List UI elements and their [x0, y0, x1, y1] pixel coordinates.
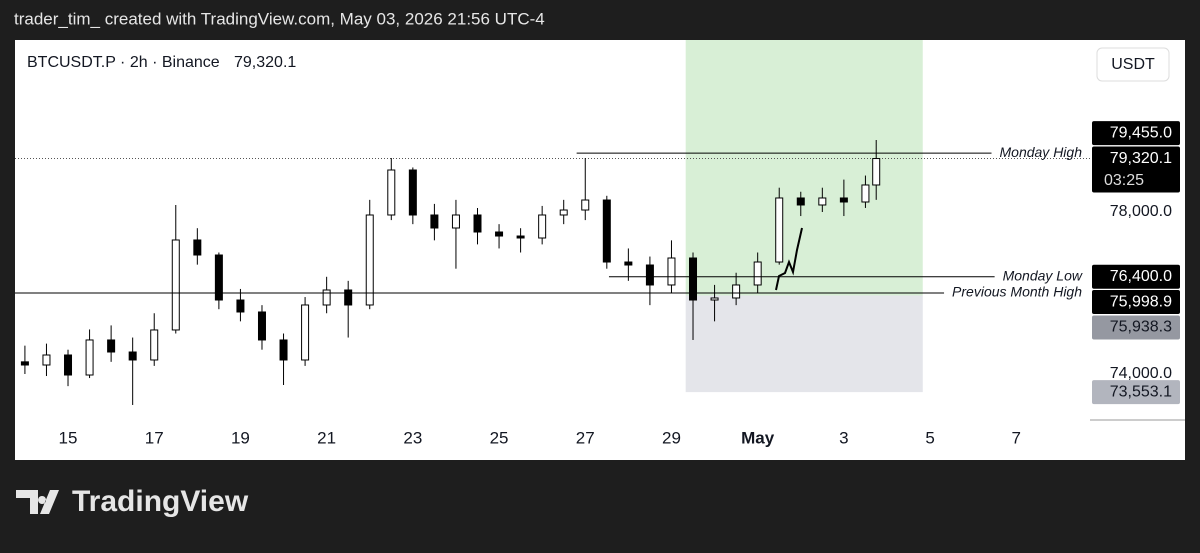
candle-body — [128, 351, 137, 361]
logo-mark — [16, 490, 59, 514]
candle-body — [645, 264, 654, 286]
x-tick-label: 5 — [925, 428, 934, 447]
x-tick-label: 27 — [576, 428, 595, 447]
candle-body — [322, 289, 331, 306]
candle-body — [193, 239, 202, 256]
chart-title: BTCUSDT.P · 2h · Binance — [27, 54, 220, 71]
candle-body — [430, 214, 439, 229]
candle-body — [839, 197, 848, 203]
candle-body — [214, 254, 223, 301]
brand-text: TradingView — [72, 485, 249, 518]
candle-body — [279, 339, 288, 361]
level-price-tag-box — [1092, 264, 1180, 289]
candle-body — [473, 214, 482, 233]
candle-body — [624, 261, 633, 266]
x-tick-label: 17 — [145, 428, 164, 447]
level-name: Monday High — [1000, 144, 1083, 160]
position-stop-zone — [685, 295, 923, 393]
level-price-tag: 76,400.0 — [1110, 268, 1172, 285]
candle-body — [581, 199, 590, 211]
candle-body — [301, 304, 310, 361]
x-tick-label: 25 — [490, 428, 509, 447]
candle-body — [775, 197, 784, 263]
stop-price-tag: 73,553.1 — [1110, 383, 1172, 400]
level-price-tag-box — [1092, 290, 1180, 315]
chart-panel — [15, 40, 1185, 460]
candle-body — [495, 231, 504, 237]
last-price-tag: 79,320.1 — [1110, 150, 1172, 167]
candle-body — [667, 257, 676, 286]
currency-label: USDT — [1111, 56, 1155, 73]
candle-body — [171, 239, 180, 331]
x-tick-label: 23 — [403, 428, 422, 447]
candle-body — [710, 297, 719, 301]
candle-body — [689, 257, 698, 301]
entry-price-tag-box — [1092, 315, 1180, 340]
x-tick-label: 7 — [1012, 428, 1021, 447]
candle-body — [236, 299, 245, 313]
candle-body — [516, 235, 525, 239]
candle-body — [538, 214, 547, 239]
candle-body — [602, 199, 611, 263]
level-price-tag: 75,998.9 — [1110, 293, 1172, 310]
y-tick-label: 78,000.0 — [1110, 203, 1172, 220]
candle-body — [818, 197, 827, 206]
currency-button[interactable] — [1096, 47, 1170, 82]
candle-body — [408, 169, 417, 216]
last-price-tag-box — [1092, 146, 1180, 193]
candle-body — [796, 197, 805, 206]
x-tick-label: 19 — [231, 428, 250, 447]
x-tick-label: May — [741, 428, 775, 447]
level-name: Monday Low — [1003, 267, 1083, 283]
x-tick-label: 29 — [662, 428, 681, 447]
level-name: Previous Month High — [952, 284, 1082, 300]
countdown: 03:25 — [1104, 172, 1144, 189]
candle-body — [559, 209, 568, 216]
candle-body — [64, 354, 73, 376]
entry-price-tag: 75,938.3 — [1110, 319, 1172, 336]
candle-body — [42, 354, 51, 366]
x-tick-label: 15 — [59, 428, 78, 447]
candle-body — [387, 169, 396, 216]
candle-body — [872, 158, 881, 186]
candle-body — [107, 339, 116, 353]
candle-body — [20, 361, 29, 366]
candle-body — [85, 339, 94, 376]
level-price-tag-box — [1092, 121, 1180, 146]
header-text: trader_tim_ created with TradingView.com… — [14, 9, 545, 28]
candle-body — [344, 289, 353, 306]
position-target-zone — [685, 40, 923, 296]
x-tick-label: 3 — [839, 428, 848, 447]
y-tick-label: 74,000.0 — [1110, 365, 1172, 382]
candle-body — [365, 214, 374, 306]
level-price-tag: 79,455.0 — [1110, 124, 1172, 141]
drawn-projection — [775, 227, 803, 291]
candle-body — [257, 311, 266, 341]
plot: 15 17 19 21 23 25 27 29 May 3 5 7 74,000.0 78,000.0 Mo… — [15, 40, 1180, 447]
brand-logo — [16, 490, 59, 514]
title-price: 79,320.1 — [234, 54, 296, 71]
candle-body — [451, 214, 460, 229]
candle-body — [861, 184, 870, 203]
candle-body — [753, 261, 762, 286]
candle-body — [732, 284, 741, 299]
stop-price-tag-box — [1092, 380, 1180, 405]
candle-body — [150, 329, 159, 361]
x-tick-label: 21 — [317, 428, 336, 447]
